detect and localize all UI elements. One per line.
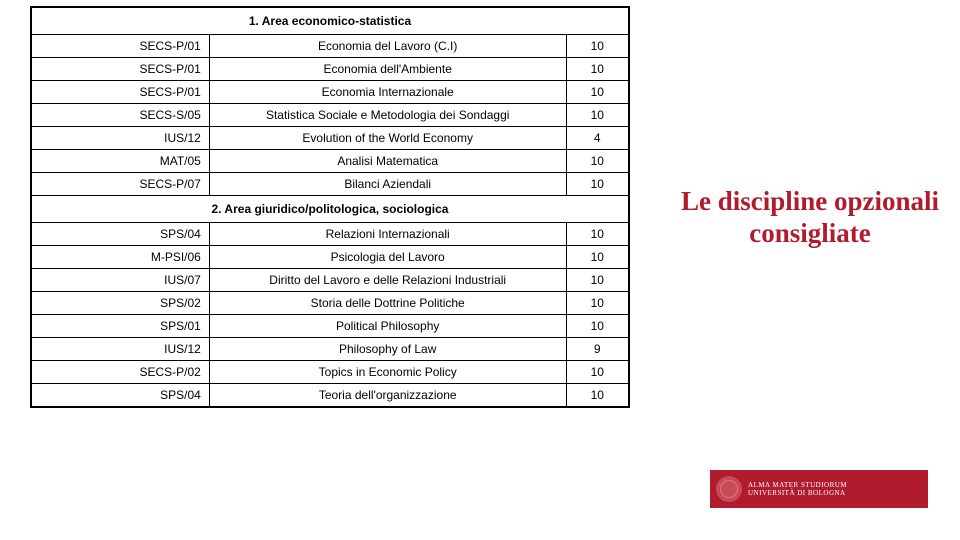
course-name: Economia Internazionale (209, 81, 566, 104)
course-credits: 10 (566, 81, 629, 104)
section-title: 2. Area giuridico/politologica, sociolog… (31, 196, 629, 223)
course-code: MAT/05 (31, 150, 209, 173)
course-code: M-PSI/06 (31, 246, 209, 269)
table-row: SPS/02Storia delle Dottrine Politiche10 (31, 292, 629, 315)
course-name: Teoria dell'organizzazione (209, 384, 566, 408)
table-row: SPS/01Political Philosophy10 (31, 315, 629, 338)
course-credits: 10 (566, 361, 629, 384)
course-credits: 10 (566, 58, 629, 81)
table-row: SECS-P/01Economia dell'Ambiente10 (31, 58, 629, 81)
table-row: SECS-S/05Statistica Sociale e Metodologi… (31, 104, 629, 127)
course-credits: 9 (566, 338, 629, 361)
course-credits: 10 (566, 35, 629, 58)
course-name: Analisi Matematica (209, 150, 566, 173)
table-row: SPS/04Teoria dell'organizzazione10 (31, 384, 629, 408)
logo-line2: UNIVERSITÀ DI BOLOGNA (748, 489, 846, 497)
table-row: MAT/05Analisi Matematica10 (31, 150, 629, 173)
discipline-table: 1. Area economico-statisticaSECS-P/01Eco… (30, 6, 630, 408)
course-credits: 10 (566, 173, 629, 196)
course-code: SPS/04 (31, 223, 209, 246)
university-logo: ALMA MATER STUDIORUM UNIVERSITÀ DI BOLOG… (710, 470, 928, 508)
table-row: SECS-P/01Economia del Lavoro (C.I)10 (31, 35, 629, 58)
university-seal-icon (716, 476, 742, 502)
course-credits: 10 (566, 292, 629, 315)
table-row: IUS/12Evolution of the World Economy4 (31, 127, 629, 150)
course-code: SECS-P/01 (31, 81, 209, 104)
course-name: Statistica Sociale e Metodologia dei Son… (209, 104, 566, 127)
course-credits: 10 (566, 104, 629, 127)
course-credits: 10 (566, 150, 629, 173)
course-credits: 10 (566, 246, 629, 269)
course-name: Topics in Economic Policy (209, 361, 566, 384)
course-code: IUS/12 (31, 338, 209, 361)
section-header: 1. Area economico-statistica (31, 7, 629, 35)
course-name: Psicologia del Lavoro (209, 246, 566, 269)
course-code: SPS/01 (31, 315, 209, 338)
course-code: SECS-P/02 (31, 361, 209, 384)
table-row: IUS/12Philosophy of Law9 (31, 338, 629, 361)
course-name: Economia dell'Ambiente (209, 58, 566, 81)
course-name: Storia delle Dottrine Politiche (209, 292, 566, 315)
course-name: Evolution of the World Economy (209, 127, 566, 150)
logo-line1: ALMA MATER STUDIORUM (748, 481, 847, 489)
table-row: SPS/04Relazioni Internazionali10 (31, 223, 629, 246)
course-credits: 10 (566, 269, 629, 292)
course-code: SECS-P/01 (31, 35, 209, 58)
course-name: Bilanci Aziendali (209, 173, 566, 196)
course-code: IUS/12 (31, 127, 209, 150)
table-row: SECS-P/07Bilanci Aziendali10 (31, 173, 629, 196)
section-header: 2. Area giuridico/politologica, sociolog… (31, 196, 629, 223)
course-name: Political Philosophy (209, 315, 566, 338)
course-credits: 10 (566, 384, 629, 408)
course-code: SPS/04 (31, 384, 209, 408)
course-code: SPS/02 (31, 292, 209, 315)
course-code: IUS/07 (31, 269, 209, 292)
table-row: M-PSI/06Psicologia del Lavoro10 (31, 246, 629, 269)
course-code: SECS-S/05 (31, 104, 209, 127)
course-credits: 10 (566, 315, 629, 338)
table-row: IUS/07Diritto del Lavoro e delle Relazio… (31, 269, 629, 292)
course-code: SECS-P/07 (31, 173, 209, 196)
page-title: Le discipline opzionali consigliate (680, 185, 940, 250)
table-row: SECS-P/01Economia Internazionale10 (31, 81, 629, 104)
section-title: 1. Area economico-statistica (31, 7, 629, 35)
course-credits: 4 (566, 127, 629, 150)
course-name: Diritto del Lavoro e delle Relazioni Ind… (209, 269, 566, 292)
course-credits: 10 (566, 223, 629, 246)
university-logo-text: ALMA MATER STUDIORUM UNIVERSITÀ DI BOLOG… (748, 481, 847, 498)
course-code: SECS-P/01 (31, 58, 209, 81)
course-name: Philosophy of Law (209, 338, 566, 361)
course-name: Economia del Lavoro (C.I) (209, 35, 566, 58)
course-name: Relazioni Internazionali (209, 223, 566, 246)
table-row: SECS-P/02Topics in Economic Policy10 (31, 361, 629, 384)
